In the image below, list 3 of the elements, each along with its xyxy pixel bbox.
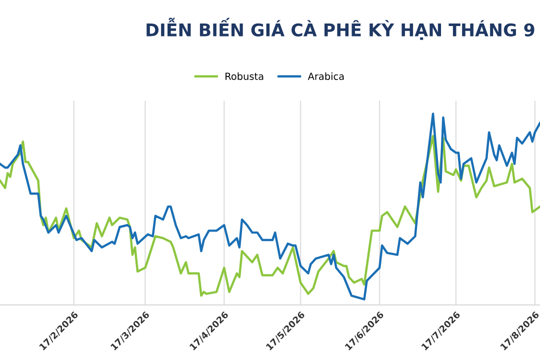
legend-label: Arabica [308,72,344,80]
chart-title: DIỄN BIẾN GIÁ CÀ PHÊ KỲ HẠN THÁNG 9 [146,18,534,40]
legend-label: Robusta [226,72,264,80]
